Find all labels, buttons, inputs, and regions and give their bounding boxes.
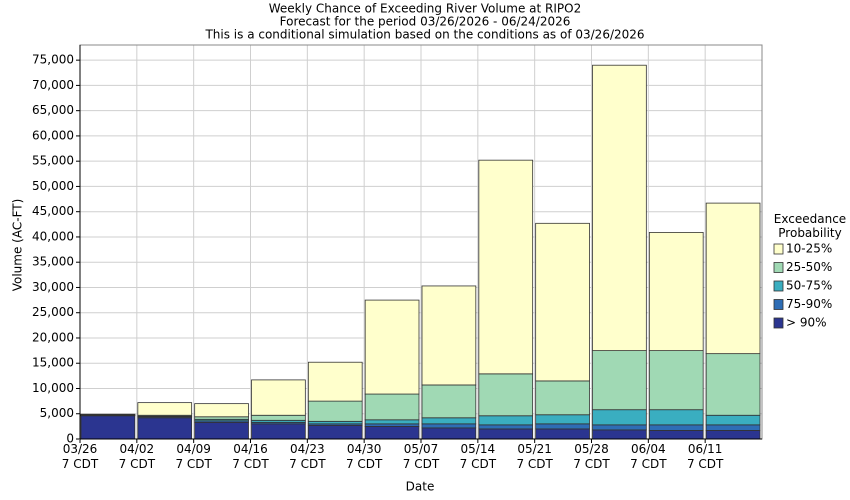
x-tick-label: 04/23 7 CDT [289,442,326,471]
bar-segment [364,425,420,440]
bar-segment [137,417,193,440]
bar-segment [592,350,647,411]
bar-segment [535,380,590,416]
bar-segment [137,402,193,416]
bar-segment [478,424,534,430]
legend-swatch [773,243,784,255]
x-tick-label: 06/04 7 CDT [630,442,667,471]
bar-segment [535,414,590,425]
x-tick-label: 05/21 7 CDT [516,442,553,471]
legend-label: 25-50% [786,260,832,274]
chart-note: This is a conditional simulation based o… [204,28,644,42]
x-tick-label: 05/14 7 CDT [459,442,497,471]
y-tick-label: 30,000 [32,280,74,294]
bar-segment [307,400,363,422]
bar-segment [194,421,249,440]
x-tick-label: 03/26 7 CDT [61,442,99,471]
bar-segment [307,424,363,440]
bar-segment [80,415,136,440]
bar-segment [535,222,590,382]
bar-segment [592,409,647,426]
bar-segment [648,350,704,411]
y-tick-label: 55,000 [32,154,74,168]
y-tick-label: 0 [66,432,74,446]
y-tick-label: 70,000 [32,78,74,92]
x-tick-label: 04/16 7 CDT [232,442,269,471]
y-tick-label: 40,000 [32,229,74,243]
y-tick-label: 20,000 [32,330,74,344]
y-tick-label: 5,000 [40,406,74,420]
bar-segment [364,299,420,395]
legend-label: 10-25% [786,242,832,256]
bar-segment [705,202,761,355]
bar-segment [705,353,761,416]
y-axis-label: Volume (AC-FT) [11,199,25,292]
x-tick-label: 04/09 7 CDT [175,442,212,471]
bar-segment [648,424,704,431]
bar-segment [592,64,647,352]
bar-segment [80,413,136,416]
bar-segment [478,159,534,375]
x-tick-label: 06/11 7 CDT [686,442,724,471]
x-tick-label: 05/07 7 CDT [402,442,440,471]
x-tick-label: 04/30 7 CDT [345,442,383,471]
y-tick-label: 65,000 [32,103,74,117]
bar-segment [421,427,477,440]
bar-segment [535,423,590,430]
bar-segment [421,417,477,425]
legend-swatch [773,262,784,273]
y-tick-label: 60,000 [32,128,74,142]
legend-swatch [773,317,784,329]
bar-segment [705,430,761,440]
y-tick-label: 35,000 [32,255,74,269]
bar-segment [307,361,363,402]
bar-segment [421,285,477,386]
bar-segment [251,379,306,416]
legend-label: > 90% [786,316,827,330]
bar-segment [251,414,306,421]
bar-segment [648,232,704,352]
y-tick-label: 50,000 [32,179,74,193]
bar-segment [592,424,647,431]
bar-segment [421,423,477,429]
bar-segment [592,429,647,440]
y-tick-label: 75,000 [32,53,74,67]
x-tick-label: 04/02 7 CDT [118,442,156,471]
bar-segment [364,393,420,421]
bar-segment [478,415,534,426]
x-axis-label: Date [406,480,435,494]
bar-segment [705,424,761,431]
bar-segment [251,423,306,440]
bar-segment [705,414,761,426]
chart-subtitle: Forecast for the period 03/26/2026 - 06/… [280,15,571,29]
chart-title: Weekly Chance of Exceeding River Volume … [269,2,582,16]
legend-swatch [773,280,784,292]
legend-label: 50-75% [786,279,832,293]
bar-segment [364,419,420,425]
legend-title: Exceedance Probability [773,212,847,240]
bar-segment [648,409,704,426]
bar-segment [648,430,704,440]
legend-swatch [773,299,784,310]
y-tick-label: 15,000 [32,356,74,370]
bar-segment [478,428,534,440]
bar-segment [478,373,534,417]
y-tick-label: 45,000 [32,204,74,218]
bar-segment [194,403,249,418]
bar-segment [535,428,590,440]
y-tick-label: 25,000 [32,305,74,319]
x-tick-label: 05/28 7 CDT [573,442,610,471]
bar-segment [421,384,477,419]
legend-label: 75-90% [786,297,832,311]
y-tick-label: 10,000 [32,381,74,395]
